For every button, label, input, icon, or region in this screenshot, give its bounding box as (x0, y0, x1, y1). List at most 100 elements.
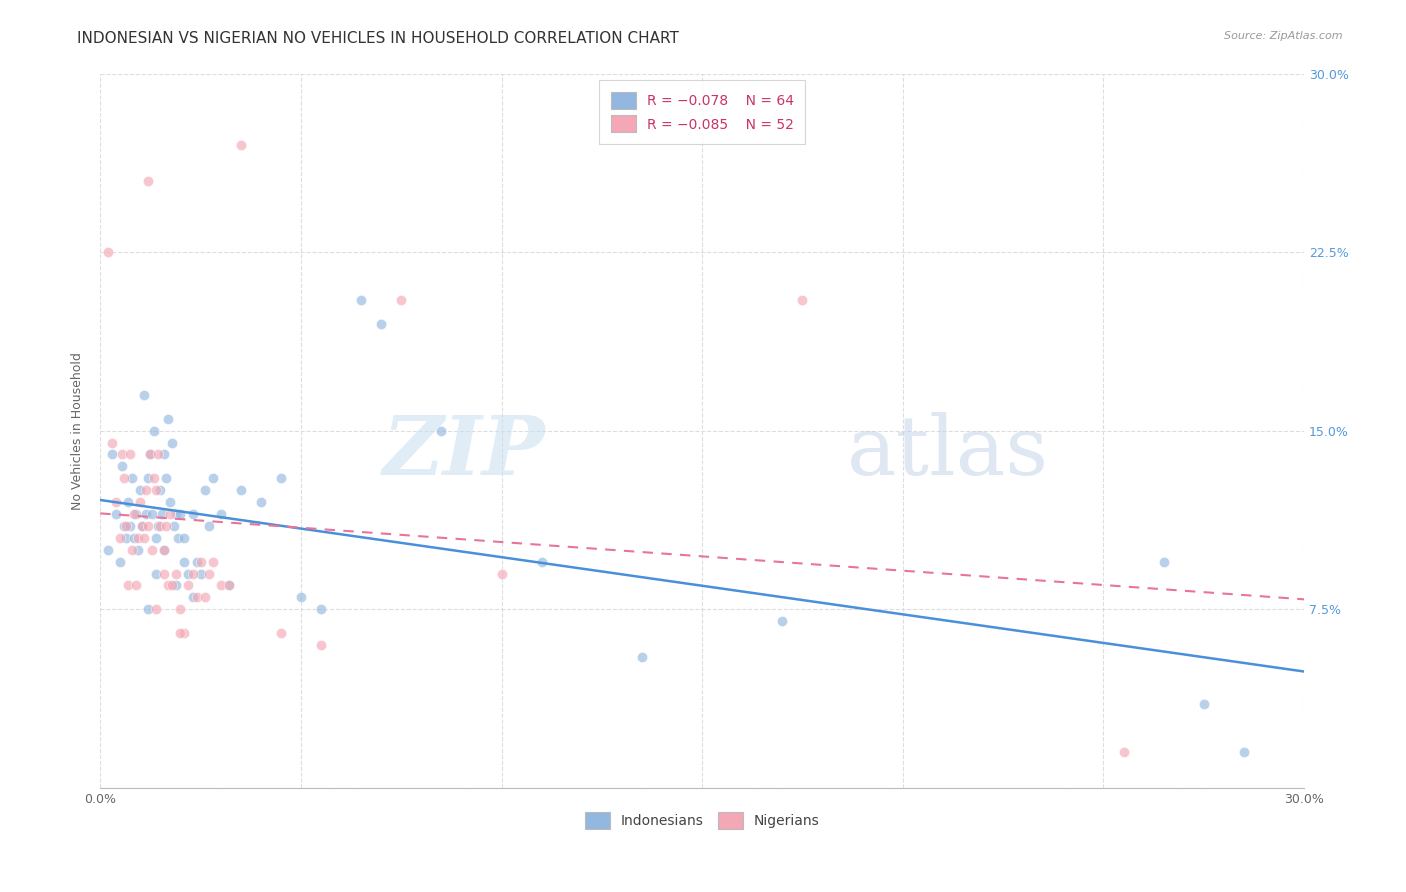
Point (370, 317, 392, 331)
Point (149, 483, 172, 498)
Point (145, 566, 167, 581)
Point (193, 483, 215, 498)
Point (193, 591, 215, 605)
Point (97, 542, 120, 557)
Point (112, 471, 135, 485)
Point (135, 507, 157, 521)
Point (117, 495, 139, 509)
Point (770, 614, 793, 628)
Point (201, 555, 224, 569)
Point (138, 471, 160, 485)
Point (159, 495, 181, 509)
Point (143, 471, 166, 485)
Point (186, 555, 208, 569)
Point (229, 138, 252, 153)
Point (124, 507, 146, 521)
Point (270, 471, 292, 485)
Point (162, 578, 184, 592)
Point (270, 626, 292, 640)
Text: Source: ZipAtlas.com: Source: ZipAtlas.com (1225, 31, 1343, 41)
Point (111, 459, 134, 474)
Point (209, 507, 232, 521)
Point (112, 519, 135, 533)
Point (1233, 745, 1256, 759)
Point (152, 507, 174, 521)
Point (115, 531, 138, 545)
Point (155, 519, 177, 533)
Point (350, 293, 373, 307)
Point (159, 507, 181, 521)
Point (105, 495, 128, 509)
Point (97, 245, 120, 260)
Point (163, 519, 186, 533)
Point (157, 411, 180, 425)
Point (218, 578, 240, 592)
Point (101, 435, 124, 450)
Point (201, 471, 224, 485)
Point (134, 531, 156, 545)
Point (148, 519, 170, 533)
Point (181, 566, 204, 581)
Point (141, 507, 163, 521)
Point (145, 602, 167, 616)
Point (145, 531, 167, 545)
Point (166, 507, 188, 521)
Point (139, 448, 162, 462)
Point (309, 602, 332, 616)
Point (148, 448, 170, 462)
Point (153, 448, 176, 462)
Point (120, 448, 142, 462)
Point (127, 531, 149, 545)
Point (792, 293, 814, 307)
Point (177, 566, 200, 581)
Point (169, 602, 191, 616)
Point (153, 542, 176, 557)
Point (143, 424, 166, 438)
Text: INDONESIAN VS NIGERIAN NO VEHICLES IN HOUSEHOLD CORRELATION CHART: INDONESIAN VS NIGERIAN NO VEHICLES IN HO… (77, 31, 679, 46)
Point (153, 542, 176, 557)
Point (197, 566, 219, 581)
Point (129, 483, 152, 498)
Point (249, 495, 271, 509)
Point (177, 578, 200, 592)
Point (101, 448, 124, 462)
Point (309, 638, 332, 652)
Point (125, 578, 148, 592)
Point (115, 519, 138, 533)
Point (127, 542, 149, 557)
Point (218, 578, 240, 592)
Point (173, 531, 195, 545)
Point (135, 483, 157, 498)
Point (181, 507, 204, 521)
Text: ZIP: ZIP (382, 412, 546, 492)
Point (430, 424, 453, 438)
Point (124, 531, 146, 545)
Point (1112, 745, 1135, 759)
Point (389, 293, 412, 307)
Point (120, 519, 142, 533)
Text: atlas: atlas (846, 412, 1049, 492)
Point (186, 591, 208, 605)
Point (110, 555, 132, 569)
Point (155, 471, 177, 485)
Point (169, 626, 191, 640)
Point (530, 555, 553, 569)
Point (139, 448, 162, 462)
Point (290, 591, 312, 605)
Point (117, 578, 139, 592)
Point (121, 471, 143, 485)
Point (131, 519, 153, 533)
Y-axis label: No Vehicles in Household: No Vehicles in Household (72, 351, 84, 509)
Point (134, 388, 156, 402)
Point (1153, 555, 1175, 569)
Legend: Indonesians, Nigerians: Indonesians, Nigerians (579, 806, 825, 834)
Point (129, 495, 152, 509)
Point (131, 519, 153, 533)
Point (166, 566, 188, 581)
Point (149, 519, 172, 533)
Point (190, 566, 212, 581)
Point (138, 519, 160, 533)
Point (105, 507, 128, 521)
Point (209, 578, 232, 592)
Point (125, 507, 148, 521)
